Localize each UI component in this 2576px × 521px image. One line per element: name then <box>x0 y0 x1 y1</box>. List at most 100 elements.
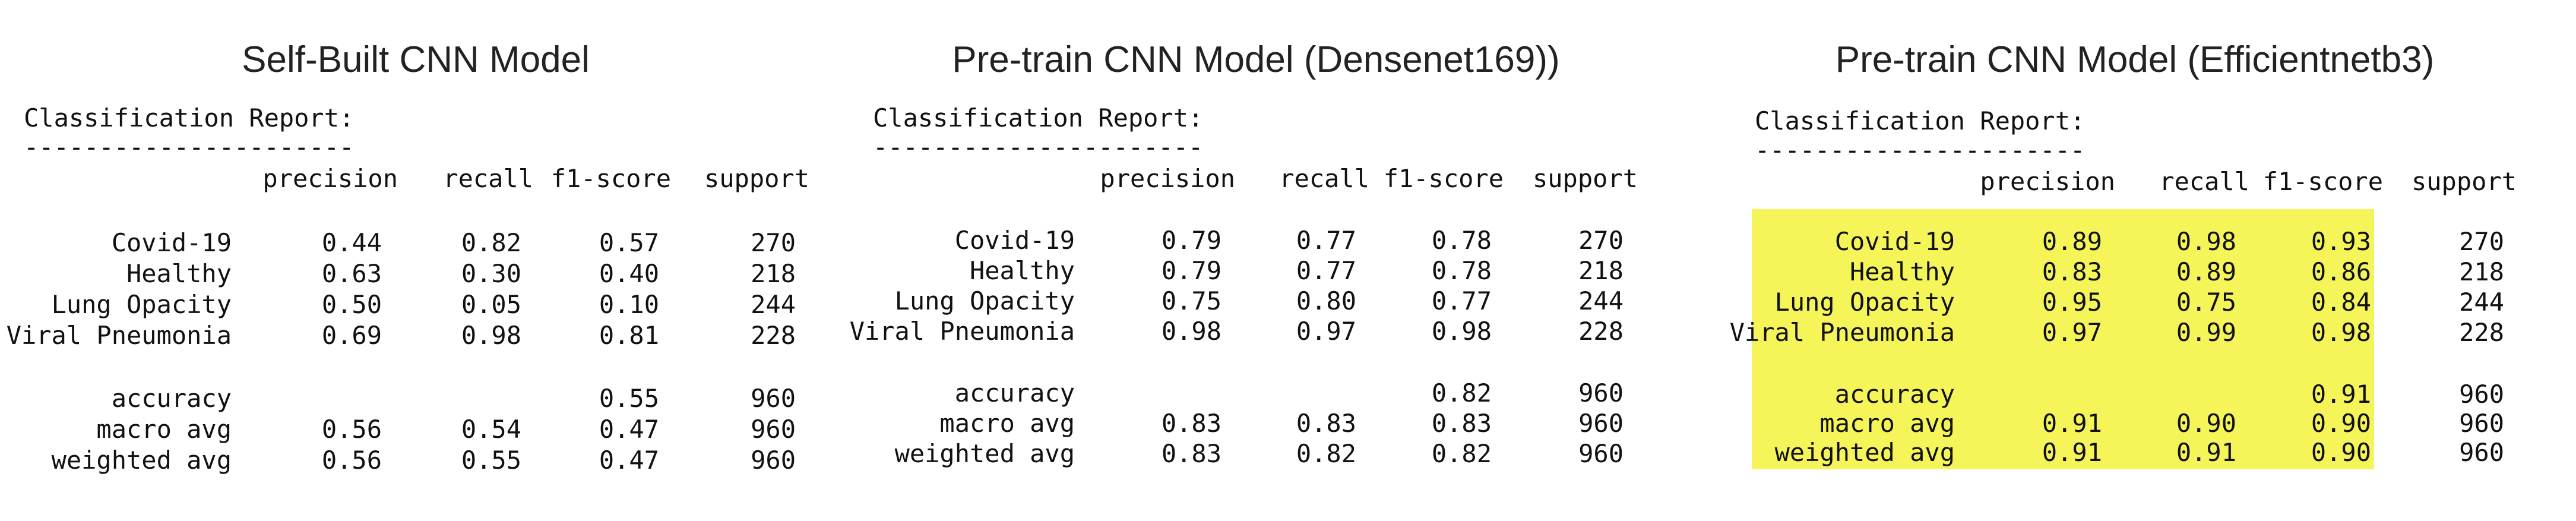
cell-recall: 0.54 <box>461 415 521 444</box>
cell-support: 960 <box>751 446 796 475</box>
report-panel-densenet169: Pre-train CNN Model (Densenet169)) Class… <box>850 0 1722 521</box>
cell-f1: 0.98 <box>2311 318 2371 347</box>
cell-f1: 0.47 <box>599 415 659 444</box>
row-label: Healthy <box>126 259 232 288</box>
header-support: support <box>1532 164 1638 193</box>
cell-precision: 0.97 <box>2042 318 2102 347</box>
cell-support: 960 <box>1578 378 1624 408</box>
cell-recall: 0.30 <box>461 259 521 288</box>
cell-support: 270 <box>2459 227 2504 256</box>
cell-support: 228 <box>2459 318 2504 347</box>
cell-f1: 0.83 <box>1431 409 1492 438</box>
row-label: macro avg <box>1819 409 1955 438</box>
header-recall: recall <box>443 164 533 193</box>
panel-title: Self-Built CNN Model <box>242 39 590 80</box>
cell-support: 960 <box>1578 439 1624 468</box>
cell-precision: 0.50 <box>321 290 382 319</box>
panel-title: Pre-train CNN Model (Densenet169)) <box>952 39 1560 80</box>
cell-recall: 0.89 <box>2176 257 2236 286</box>
row-label: macro avg <box>96 415 232 444</box>
cell-f1: 0.90 <box>2311 409 2371 438</box>
cell-precision: 0.83 <box>1161 409 1221 438</box>
report-heading: Classification Report: <box>1755 106 2086 135</box>
cell-support: 244 <box>2459 288 2504 317</box>
row-label: Healthy <box>1849 257 1955 286</box>
cell-f1: 0.82 <box>1431 378 1492 408</box>
panel-title: Pre-train CNN Model (Efficientnetb3) <box>1835 39 2435 80</box>
cell-support: 270 <box>751 228 796 257</box>
cell-f1: 0.93 <box>2311 227 2371 256</box>
cell-recall: 0.75 <box>2176 288 2236 317</box>
cell-f1: 0.47 <box>599 446 659 475</box>
cell-f1: 0.82 <box>1431 439 1492 468</box>
cell-precision: 0.75 <box>1161 286 1221 315</box>
cell-precision: 0.79 <box>1161 256 1221 285</box>
cell-precision: 0.89 <box>2042 227 2102 256</box>
cell-precision: 0.79 <box>1161 226 1221 255</box>
cell-support: 228 <box>751 321 796 350</box>
cell-f1: 0.90 <box>2311 438 2371 467</box>
cell-recall: 0.55 <box>461 446 521 475</box>
cell-support: 218 <box>751 259 796 288</box>
cell-precision: 0.95 <box>2042 288 2102 317</box>
cell-f1: 0.84 <box>2311 288 2371 317</box>
cell-precision: 0.91 <box>2042 409 2102 438</box>
cell-recall: 0.97 <box>1296 317 1356 346</box>
row-label: Viral Pneumonia <box>6 321 232 350</box>
cell-f1: 0.78 <box>1431 256 1492 285</box>
cell-recall: 0.82 <box>461 228 521 257</box>
header-support: support <box>704 164 809 193</box>
row-label: accuracy <box>954 378 1075 408</box>
cell-f1: 0.98 <box>1431 317 1492 346</box>
row-label: Lung Opacity <box>1774 288 1955 317</box>
header-precision: precision <box>1100 164 1235 193</box>
cell-f1: 0.81 <box>599 321 659 350</box>
cell-precision: 0.63 <box>321 259 382 288</box>
cell-recall: 0.77 <box>1296 256 1356 285</box>
report-panel-self-built: Self-Built CNN Model Classification Repo… <box>0 0 855 521</box>
report-panel-efficientnetb3: Pre-train CNN Model (Efficientnetb3) Cla… <box>1722 0 2576 521</box>
row-label: Lung Opacity <box>51 290 232 319</box>
cell-support: 270 <box>1578 226 1624 255</box>
cell-recall: 0.83 <box>1296 409 1356 438</box>
row-label: weighted avg <box>894 439 1075 468</box>
header-f1-score: f1-score <box>1383 164 1504 193</box>
row-label: Viral Pneumonia <box>849 317 1075 346</box>
cell-precision: 0.69 <box>321 321 382 350</box>
report-separator: ---------------------- <box>24 132 355 162</box>
report-separator: ---------------------- <box>1755 135 2086 165</box>
cell-support: 228 <box>1578 317 1624 346</box>
header-recall: recall <box>1279 164 1369 193</box>
cell-support: 960 <box>2459 380 2504 409</box>
cell-f1: 0.86 <box>2311 257 2371 286</box>
cell-support: 244 <box>1578 286 1624 315</box>
row-label: Covid-19 <box>1834 227 1955 256</box>
row-label: accuracy <box>1834 380 1955 409</box>
report-heading: Classification Report: <box>24 103 355 132</box>
cell-support: 960 <box>751 415 796 444</box>
cell-precision: 0.56 <box>321 415 382 444</box>
cell-precision: 0.56 <box>321 446 382 475</box>
row-label: weighted avg <box>51 446 232 475</box>
cell-f1: 0.78 <box>1431 226 1492 255</box>
cell-support: 960 <box>751 384 796 413</box>
header-precision: precision <box>262 164 398 193</box>
header-precision: precision <box>1980 167 2115 196</box>
cell-precision: 0.98 <box>1161 317 1221 346</box>
row-label: accuracy <box>111 384 232 413</box>
cell-support: 218 <box>2459 257 2504 286</box>
cell-f1: 0.77 <box>1431 286 1492 315</box>
cell-recall: 0.98 <box>461 321 521 350</box>
cell-support: 244 <box>751 290 796 319</box>
cell-f1: 0.40 <box>599 259 659 288</box>
cell-support: 960 <box>2459 438 2504 467</box>
cell-recall: 0.82 <box>1296 439 1356 468</box>
cell-recall: 0.90 <box>2176 409 2236 438</box>
row-label: Viral Pneumonia <box>1729 318 1955 347</box>
report-separator: ---------------------- <box>873 132 1204 162</box>
cell-f1: 0.57 <box>599 228 659 257</box>
cell-recall: 0.91 <box>2176 438 2236 467</box>
cell-support: 218 <box>1578 256 1624 285</box>
cell-support: 960 <box>1578 409 1624 438</box>
cell-recall: 0.77 <box>1296 226 1356 255</box>
